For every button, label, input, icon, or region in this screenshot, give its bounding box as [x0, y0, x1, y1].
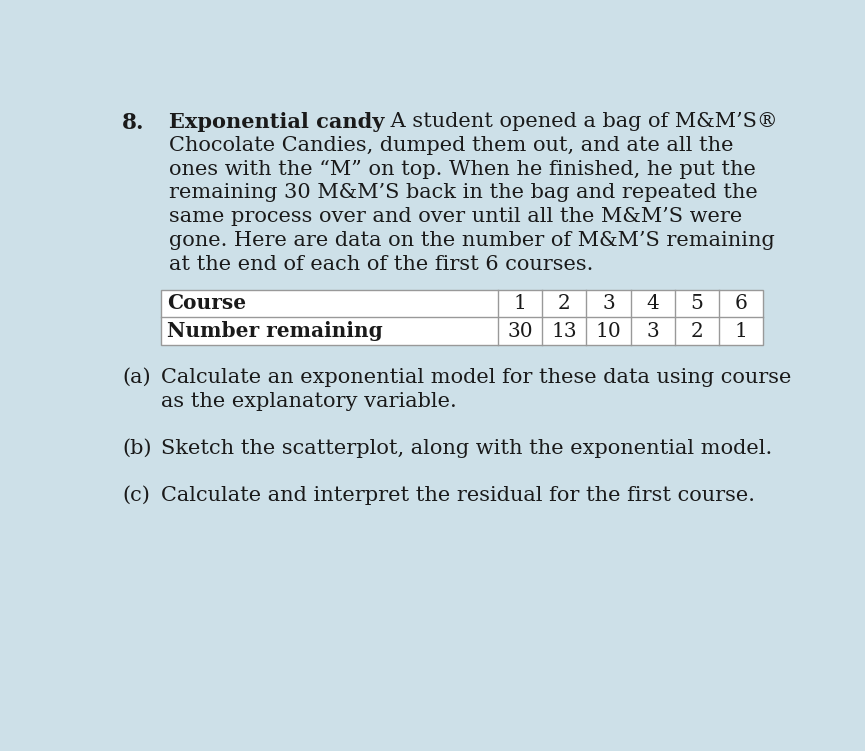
- Text: 4: 4: [646, 294, 659, 313]
- Text: 6: 6: [734, 294, 747, 313]
- Text: remaining 30 M&M’S back in the bag and repeated the: remaining 30 M&M’S back in the bag and r…: [169, 183, 758, 202]
- Text: (a): (a): [122, 368, 151, 387]
- Text: 10: 10: [596, 321, 621, 341]
- Text: at the end of each of the first 6 courses.: at the end of each of the first 6 course…: [169, 255, 593, 274]
- Text: (c): (c): [122, 486, 150, 505]
- Text: (b): (b): [122, 439, 151, 458]
- Text: Exponential candy: Exponential candy: [169, 112, 384, 131]
- Text: gone. Here are data on the number of M&M’S remaining: gone. Here are data on the number of M&M…: [169, 231, 774, 250]
- Text: 2: 2: [690, 321, 703, 341]
- Text: Calculate an exponential model for these data using course: Calculate an exponential model for these…: [161, 368, 791, 387]
- Text: 3: 3: [646, 321, 659, 341]
- Text: as the explanatory variable.: as the explanatory variable.: [161, 392, 457, 411]
- Text: Sketch the scatterplot, along with the exponential model.: Sketch the scatterplot, along with the e…: [161, 439, 772, 458]
- Text: 1: 1: [514, 294, 527, 313]
- Text: Number remaining: Number remaining: [167, 321, 383, 341]
- Text: Chocolate Candies, dumped them out, and ate all the: Chocolate Candies, dumped them out, and …: [169, 135, 733, 155]
- Text: 3: 3: [602, 294, 615, 313]
- Text: ones with the “M” on top. When he finished, he put the: ones with the “M” on top. When he finish…: [169, 159, 755, 179]
- Text: 1: 1: [734, 321, 747, 341]
- Text: 13: 13: [552, 321, 577, 341]
- Text: 8.: 8.: [122, 112, 144, 134]
- Text: Calculate and interpret the residual for the first course.: Calculate and interpret the residual for…: [161, 486, 755, 505]
- Text: 30: 30: [507, 321, 533, 341]
- Text: same process over and over until all the M&M’S were: same process over and over until all the…: [169, 207, 742, 226]
- Bar: [161, 290, 763, 345]
- Text: 5: 5: [690, 294, 703, 313]
- Text: A student opened a bag of M&M’S®: A student opened a bag of M&M’S®: [384, 112, 778, 131]
- Text: Course: Course: [167, 294, 247, 313]
- Text: 2: 2: [558, 294, 571, 313]
